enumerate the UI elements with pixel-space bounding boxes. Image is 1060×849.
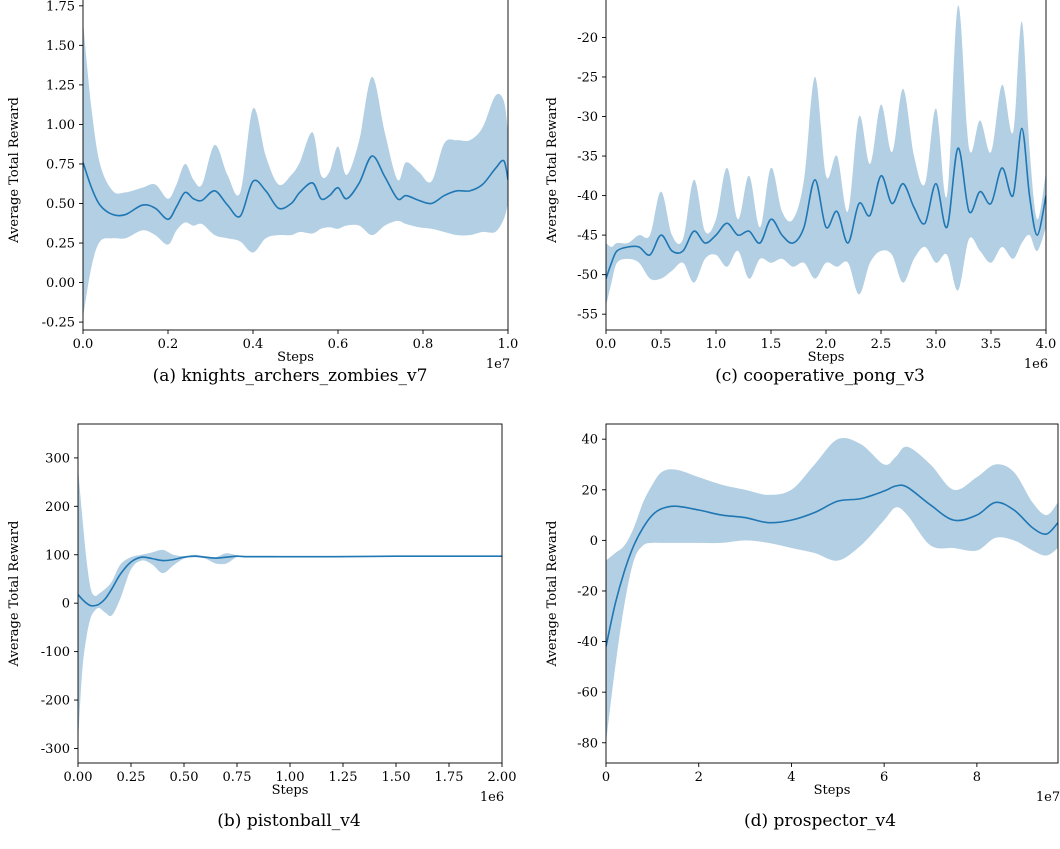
x-tick-label: 0.2 (158, 337, 179, 352)
plot-area (606, 5, 1046, 307)
chart-panel-0: 0.0 0.2 0.4 0.6 0.8 1.0 -0.25 0.00 0.25 0.50 0.75 1… (7, 0, 518, 386)
y-tick-label: 1.25 (46, 78, 75, 93)
mean-line (78, 555, 502, 607)
mean-line (606, 484, 1058, 647)
x-tick-label: 1.5 (761, 337, 782, 352)
y-tick-label: -0.25 (42, 316, 75, 331)
y-tick-label: -300 (41, 742, 70, 757)
y-axis-label: Average Total Reward (7, 97, 22, 244)
y-tick-label: 0.00 (46, 276, 75, 291)
confidence-band (606, 437, 1058, 743)
y-tick-label: -80 (577, 736, 598, 751)
panel-caption: (d) prospector_v4 (744, 811, 896, 831)
x-offset-label: 1e7 (1036, 790, 1060, 805)
x-tick-label: 0.5 (651, 337, 672, 352)
y-tick-label: -50 (577, 268, 598, 283)
axes-frame (605, 423, 1059, 764)
mean-line (83, 155, 508, 221)
y-axis-label: Average Total Reward (545, 97, 560, 244)
x-tick-label: 0.75 (223, 770, 252, 785)
x-axis-label: Steps (277, 350, 314, 365)
x-tick-label: 0.00 (64, 770, 93, 785)
x-tick-label: 0.8 (413, 337, 434, 352)
axes-frame (82, 0, 509, 331)
y-tick-label: -40 (577, 189, 598, 204)
y-tick-label: 20 (581, 483, 598, 498)
y-tick-label: -100 (41, 645, 70, 660)
plot-area (78, 467, 502, 744)
y-tick-label: 40 (581, 433, 598, 448)
confidence-band (78, 467, 502, 744)
axes-frame (77, 423, 503, 764)
chart-panel-3: 0 2 4 6 8 -80 -60 -40 -20 0 20 40 Steps 1e7 Average To… (545, 423, 1060, 831)
x-tick-label: 2.00 (488, 770, 517, 785)
x-axis-label: Steps (272, 783, 309, 798)
mean-line (606, 127, 1046, 279)
x-tick-label: 1.00 (276, 770, 305, 785)
y-tick-label: 1.50 (46, 39, 75, 54)
y-tick-label: 100 (45, 548, 70, 563)
x-tick-label: 0.0 (73, 337, 94, 352)
y-tick-label: -20 (577, 31, 598, 46)
y-tick-label: 300 (45, 451, 70, 466)
y-tick-label: -60 (577, 686, 598, 701)
plot-area (83, 21, 508, 318)
y-tick-label: -45 (577, 229, 598, 244)
y-axis-label: Average Total Reward (7, 521, 22, 668)
x-tick-label: 0.50 (170, 770, 199, 785)
x-offset-label: 1e6 (1024, 357, 1048, 372)
y-tick-label: -200 (41, 694, 70, 709)
x-tick-label: 4 (787, 770, 795, 785)
x-tick-label: 1.75 (435, 770, 464, 785)
x-tick-label: 0.0 (596, 337, 617, 352)
x-tick-label: 1.0 (498, 337, 519, 352)
x-tick-label: 8 (973, 770, 981, 785)
y-tick-label: 0.25 (46, 237, 75, 252)
y-tick-label: -40 (577, 635, 598, 650)
panel-caption: (a) knights_archers_zombies_v7 (153, 366, 428, 386)
y-tick-label: 1.75 (46, 0, 75, 14)
x-tick-label: 1.25 (329, 770, 358, 785)
y-tick-label: -20 (577, 584, 598, 599)
plot-area (606, 437, 1058, 743)
y-tick-label: -25 (577, 70, 598, 85)
x-tick-label: 3.0 (926, 337, 947, 352)
chart-panel-2: 0.00 0.25 0.50 0.75 1.00 1.25 1.50 1.75 2.00 -300… (7, 423, 517, 831)
x-tick-label: 0.6 (328, 337, 349, 352)
y-tick-label: 200 (45, 500, 70, 515)
x-offset-label: 1e6 (480, 790, 504, 805)
x-tick-label: 1.0 (706, 337, 727, 352)
x-tick-label: 6 (880, 770, 888, 785)
x-tick-label: 2.0 (816, 337, 837, 352)
y-tick-label: -35 (577, 150, 598, 165)
x-tick-label: 0.25 (117, 770, 146, 785)
x-axis-label: Steps (808, 350, 845, 365)
x-tick-label: 2 (695, 770, 703, 785)
x-tick-label: 0 (602, 770, 610, 785)
x-offset-label: 1e7 (486, 357, 510, 372)
y-tick-label: -30 (577, 110, 598, 125)
y-axis-label: Average Total Reward (545, 521, 560, 668)
x-axis-label: Steps (814, 783, 851, 798)
chart-panel-1: 0.0 0.5 1.0 1.5 2.0 2.5 3.0 3.5 4.0 -55 -50 -45 -40 -… (545, 0, 1056, 386)
x-tick-label: 2.5 (871, 337, 892, 352)
y-tick-label: 0.50 (46, 197, 75, 212)
panel-caption: (c) cooperative_pong_v3 (715, 366, 925, 386)
panel-caption: (b) pistonball_v4 (217, 811, 360, 831)
x-tick-label: 1.50 (382, 770, 411, 785)
y-tick-label: 1.00 (46, 118, 75, 133)
y-tick-label: -55 (577, 308, 598, 323)
confidence-band (83, 21, 508, 318)
y-tick-label: 0.75 (46, 157, 75, 172)
x-tick-label: 4.0 (1036, 337, 1057, 352)
y-tick-label: 0 (62, 597, 70, 612)
x-tick-label: 0.4 (243, 337, 264, 352)
x-tick-label: 3.5 (981, 337, 1002, 352)
confidence-band (606, 5, 1046, 307)
y-tick-label: 0 (590, 534, 598, 549)
